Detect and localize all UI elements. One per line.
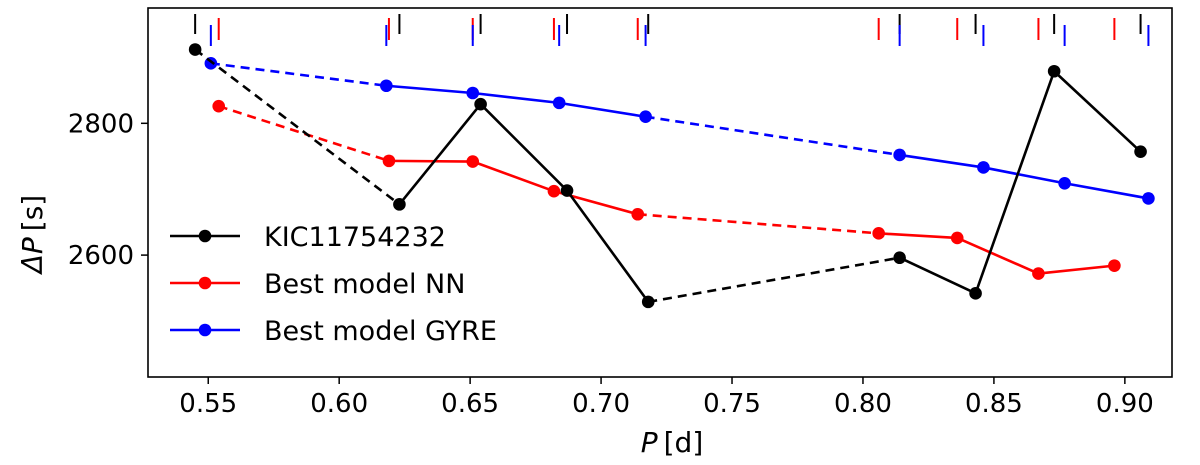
x-tick-label: 0.75 xyxy=(703,389,761,419)
series-segment xyxy=(398,103,482,206)
x-axis-label-unit: [d] xyxy=(664,426,704,459)
data-point xyxy=(977,161,990,174)
x-tick-label: 0.70 xyxy=(572,389,630,419)
data-point xyxy=(872,227,885,240)
series-segment xyxy=(899,256,977,295)
data-point xyxy=(893,148,906,162)
data-point xyxy=(1134,145,1147,158)
plot-frame xyxy=(147,7,1173,378)
tick-marks xyxy=(141,122,1126,384)
y-axis-label: ΔP [s] xyxy=(16,195,49,275)
legend-label: Best model GYRE xyxy=(264,316,497,347)
series-segment xyxy=(472,160,555,193)
x-tick-label: 0.55 xyxy=(179,389,237,419)
series-segment xyxy=(899,153,984,169)
series-segment xyxy=(647,256,900,304)
series-segment xyxy=(1064,181,1149,200)
legend-marker xyxy=(198,323,212,337)
data-point xyxy=(466,86,480,100)
series-segment xyxy=(558,101,646,119)
data-point xyxy=(466,155,480,168)
series-lines xyxy=(188,43,1155,309)
data-point xyxy=(188,43,202,56)
legend: KIC11754232 Best model NN Best model GYRE xyxy=(170,222,497,347)
series-segment xyxy=(956,236,1039,275)
data-point xyxy=(969,287,982,300)
data-point xyxy=(631,207,645,221)
period-rug-marks xyxy=(194,14,1150,46)
data-point xyxy=(552,96,566,110)
x-tick-label: 0.65 xyxy=(441,389,499,419)
series-segment xyxy=(388,159,473,163)
series-segment xyxy=(565,189,650,303)
data-point xyxy=(1142,192,1155,205)
legend-marker xyxy=(198,276,212,290)
series-segment xyxy=(645,115,900,157)
series-segment xyxy=(1038,264,1115,275)
data-point xyxy=(382,154,396,168)
series-segment xyxy=(637,212,879,235)
data-point xyxy=(212,99,226,113)
data-point xyxy=(893,251,906,265)
data-point xyxy=(393,198,406,211)
data-point xyxy=(641,295,655,309)
data-point xyxy=(474,97,487,111)
series-segment xyxy=(194,48,401,206)
data-point xyxy=(639,110,652,124)
y-axis-label-var: ΔP xyxy=(16,237,49,275)
data-point xyxy=(204,57,218,70)
y-tick-label: 2800 xyxy=(68,109,134,139)
x-tick-label: 0.90 xyxy=(1096,389,1154,419)
legend-label: KIC11754232 xyxy=(264,222,446,253)
y-axis-label-unit: [s] xyxy=(16,195,49,231)
series-segment xyxy=(472,91,560,105)
series-segment xyxy=(386,84,473,95)
y-tick-label: 2600 xyxy=(68,241,134,271)
data-point xyxy=(1032,267,1045,280)
data-point xyxy=(1108,259,1121,272)
data-point xyxy=(1058,176,1071,190)
data-point xyxy=(560,184,574,197)
series-segment xyxy=(1053,70,1142,153)
legend-marker xyxy=(198,229,212,243)
series-segment xyxy=(974,70,1056,294)
series-segment xyxy=(878,232,958,240)
x-axis-label: P [d] xyxy=(641,426,704,459)
x-tick-label: 0.60 xyxy=(310,389,368,419)
legend-label: Best model NN xyxy=(264,269,465,300)
data-point xyxy=(1047,64,1061,78)
data-point xyxy=(547,184,561,198)
tick-labels: 0.55 0.60 0.65 0.70 0.75 0.80 0.85 0.90 2600 2800 xyxy=(68,109,1154,419)
data-point xyxy=(380,79,393,93)
x-tick-label: 0.85 xyxy=(965,389,1023,419)
series-segment xyxy=(983,166,1065,185)
x-tick-label: 0.80 xyxy=(834,389,892,419)
x-axis-label-var: P xyxy=(641,426,658,459)
data-point xyxy=(950,231,964,245)
series-segment xyxy=(479,103,568,192)
